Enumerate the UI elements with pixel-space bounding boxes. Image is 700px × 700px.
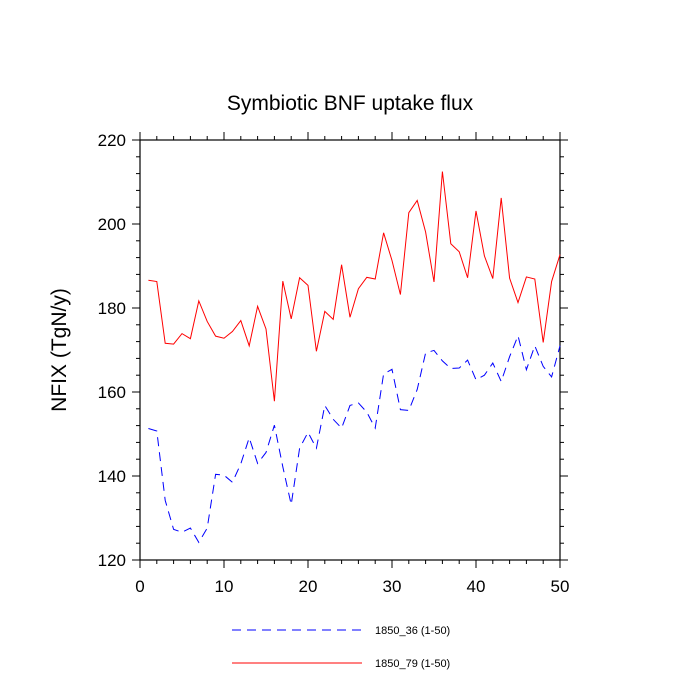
y-tick-label: 200 bbox=[98, 215, 126, 234]
x-tick-label: 10 bbox=[215, 577, 234, 596]
x-tick-label: 50 bbox=[551, 577, 570, 596]
plot-frame bbox=[139, 139, 561, 561]
x-tick-label: 0 bbox=[135, 577, 144, 596]
x-tick-label: 20 bbox=[299, 577, 318, 596]
series-line-1850-79 bbox=[148, 171, 561, 402]
y-tick-label: 120 bbox=[98, 551, 126, 570]
y-tick-label: 160 bbox=[98, 383, 126, 402]
y-tick-label: 140 bbox=[98, 467, 126, 486]
axis-tick-labels: 0 10 20 30 40 50 120 140 160 180 200 220 bbox=[98, 131, 570, 596]
series-line-1850-36 bbox=[148, 334, 561, 544]
legend-label-1850-79: 1850_79 (1-50) bbox=[375, 658, 450, 670]
x-tick-label: 30 bbox=[383, 577, 402, 596]
legend-label-1850-36: 1850_36 (1-50) bbox=[375, 625, 450, 637]
x-tick-label: 40 bbox=[467, 577, 486, 596]
series-lines bbox=[148, 171, 561, 544]
axis-ticks bbox=[132, 132, 568, 568]
y-axis-label: NFIX (TgN/y) bbox=[48, 288, 71, 412]
chart-title: Symbiotic BNF uptake flux bbox=[227, 92, 474, 115]
legend: 1850_36 (1-50) 1850_79 (1-50) bbox=[232, 625, 450, 670]
y-tick-label: 180 bbox=[98, 299, 126, 318]
y-tick-label: 220 bbox=[98, 131, 126, 150]
